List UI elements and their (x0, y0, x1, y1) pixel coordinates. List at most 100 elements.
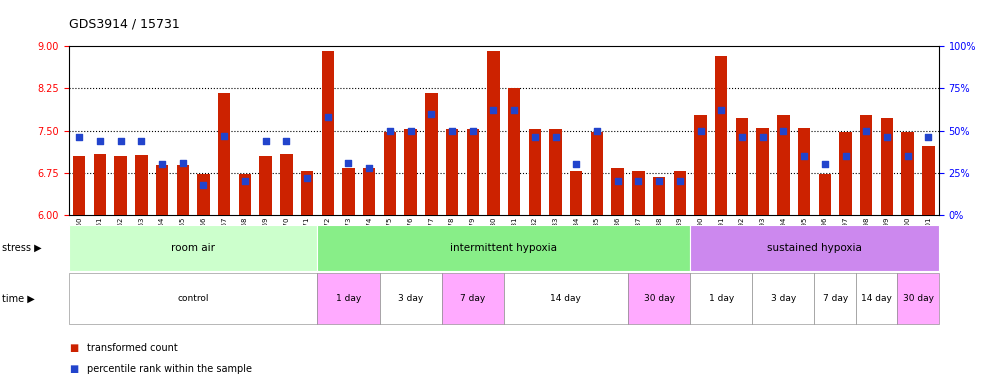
Bar (860, 115, 873, 215)
Point (920, 134, 936, 141)
Point (362, 165, 377, 171)
Point (568, 161, 584, 167)
Point (465, 127, 481, 134)
Bar (73, 156, 86, 215)
Text: time ▶: time ▶ (2, 293, 34, 304)
Bar (445, 129, 458, 215)
Bar (798, 128, 810, 215)
Bar (757, 128, 769, 215)
Bar (819, 174, 831, 215)
Bar (280, 154, 293, 215)
Bar (856, 273, 897, 324)
Bar (570, 171, 583, 215)
Text: 30 day: 30 day (902, 294, 934, 303)
Bar (260, 156, 271, 215)
Bar (591, 132, 604, 215)
Point (652, 178, 667, 184)
Bar (839, 132, 852, 215)
Bar (441, 273, 504, 324)
Bar (653, 177, 665, 215)
Point (216, 132, 232, 139)
Text: ■: ■ (69, 364, 78, 374)
Bar (715, 56, 727, 215)
Bar (318, 225, 690, 271)
Text: intermittent hypoxia: intermittent hypoxia (450, 243, 557, 253)
Point (734, 134, 750, 141)
Bar (815, 273, 856, 324)
Bar (778, 115, 789, 215)
Bar (881, 118, 894, 215)
Point (92, 137, 108, 144)
Point (714, 107, 729, 113)
Bar (218, 93, 230, 215)
Point (237, 178, 253, 184)
Bar (503, 273, 628, 324)
Point (776, 127, 791, 134)
Bar (508, 88, 520, 215)
Bar (321, 51, 334, 215)
Point (134, 137, 149, 144)
Bar (549, 129, 562, 215)
Point (382, 127, 398, 134)
Point (817, 161, 833, 167)
Point (527, 134, 543, 141)
Bar (901, 132, 914, 215)
Point (340, 160, 356, 166)
Text: 1 day: 1 day (336, 294, 361, 303)
Text: sustained hypoxia: sustained hypoxia (767, 243, 862, 253)
Point (319, 114, 335, 120)
Bar (628, 273, 690, 324)
Point (506, 107, 522, 113)
Bar (69, 273, 318, 324)
Text: GDS3914 / 15731: GDS3914 / 15731 (69, 18, 180, 31)
Point (693, 127, 709, 134)
Point (486, 107, 501, 113)
Bar (318, 273, 379, 324)
Bar (342, 168, 355, 215)
Bar (632, 171, 645, 215)
Text: 3 day: 3 day (771, 294, 796, 303)
Bar (114, 156, 127, 215)
Bar (735, 118, 748, 215)
Point (278, 137, 294, 144)
Bar (752, 273, 815, 324)
Bar (488, 51, 499, 215)
Bar (239, 174, 251, 215)
Point (196, 182, 211, 188)
Point (838, 153, 853, 159)
Text: 3 day: 3 day (398, 294, 424, 303)
Point (72, 134, 87, 141)
Bar (198, 174, 209, 215)
Text: 7 day: 7 day (823, 294, 847, 303)
Bar (467, 129, 479, 215)
Point (630, 178, 646, 184)
Bar (155, 166, 168, 215)
Point (175, 160, 191, 166)
Text: transformed count: transformed count (87, 343, 177, 353)
Point (444, 127, 460, 134)
Bar (690, 273, 752, 324)
Text: 30 day: 30 day (644, 294, 674, 303)
Point (548, 134, 563, 141)
Bar (379, 273, 441, 324)
Bar (425, 93, 437, 215)
Text: control: control (177, 294, 208, 303)
Bar (529, 129, 541, 215)
Bar (363, 168, 376, 215)
Text: ■: ■ (69, 343, 78, 353)
Bar (611, 168, 624, 215)
Point (589, 127, 605, 134)
Point (858, 127, 874, 134)
Text: 7 day: 7 day (460, 294, 486, 303)
Point (403, 127, 419, 134)
Point (755, 134, 771, 141)
Bar (69, 225, 318, 271)
Bar (383, 132, 396, 215)
Text: room air: room air (171, 243, 215, 253)
Point (299, 175, 315, 181)
Bar (673, 171, 686, 215)
Bar (922, 146, 935, 215)
Text: 1 day: 1 day (709, 294, 734, 303)
Bar (690, 225, 939, 271)
Bar (897, 273, 939, 324)
